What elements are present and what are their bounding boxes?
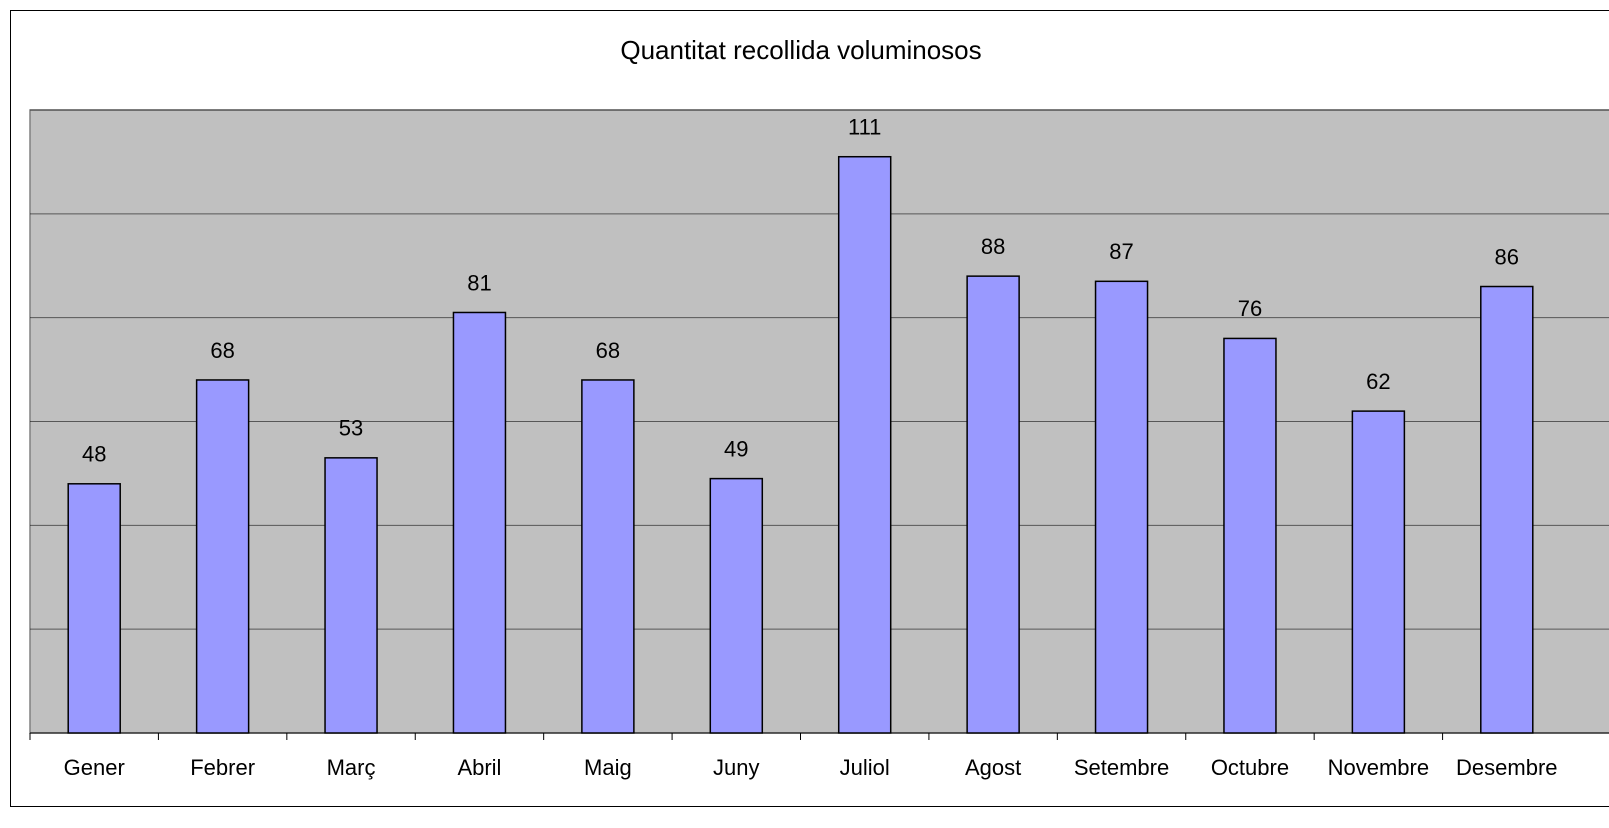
bar	[195, 379, 250, 734]
x-tick-label: Agost	[965, 755, 1021, 780]
bar	[452, 311, 507, 734]
data-label: 68	[210, 338, 234, 363]
bar	[966, 275, 1020, 734]
x-tick-label: Abril	[457, 755, 501, 780]
data-label: 49	[724, 436, 748, 461]
data-label: 86	[1495, 244, 1519, 269]
data-label: 76	[1238, 296, 1262, 321]
bar	[837, 155, 892, 734]
data-label: 111	[848, 115, 881, 140]
bar	[1223, 337, 1277, 734]
x-tick-label: Setembre	[1074, 755, 1169, 780]
x-tick-label: Maig	[584, 755, 632, 780]
x-tick-label: Juliol	[840, 755, 890, 780]
data-label: 68	[596, 338, 620, 363]
data-label: 81	[467, 270, 491, 295]
x-tick-label: Gener	[64, 755, 125, 780]
data-label: 48	[82, 442, 106, 467]
x-tick-label: Febrer	[190, 755, 255, 780]
x-tick-label: Octubre	[1211, 755, 1289, 780]
bar	[709, 477, 764, 734]
data-label: 62	[1366, 369, 1390, 394]
bar	[1094, 280, 1149, 734]
x-tick-label: Març	[327, 755, 376, 780]
bar	[581, 379, 635, 734]
data-label: 53	[339, 416, 363, 441]
x-tick-label: Novembre	[1328, 755, 1429, 780]
bar	[324, 457, 378, 734]
bar	[1351, 410, 1406, 734]
x-tick-label: Juny	[713, 755, 759, 780]
x-tick-label: Desembre	[1456, 755, 1557, 780]
bar	[1480, 285, 1534, 734]
data-label: 87	[1109, 239, 1133, 264]
chart-title: Quantitat recollida voluminosos	[620, 35, 981, 65]
data-label: 88	[981, 234, 1005, 259]
bar	[67, 483, 121, 734]
